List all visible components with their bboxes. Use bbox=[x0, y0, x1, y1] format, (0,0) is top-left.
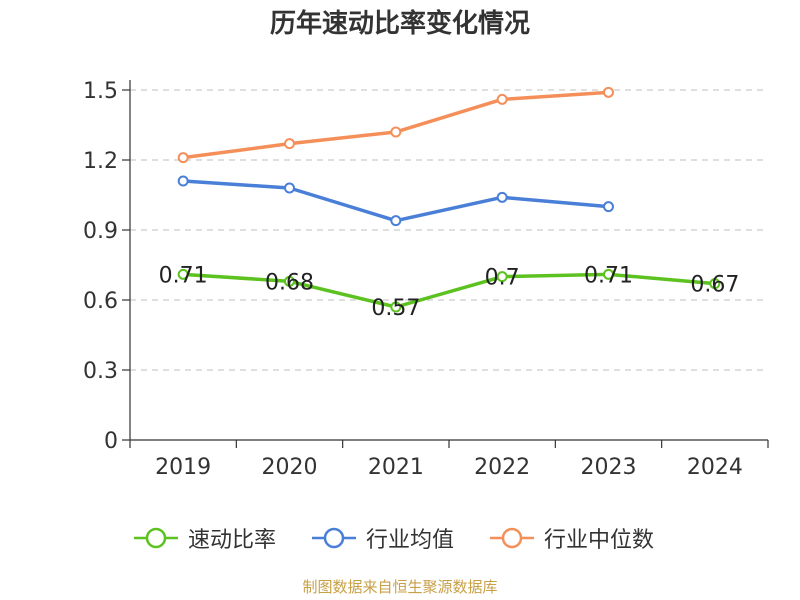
series-point-0 bbox=[603, 268, 614, 280]
legend-label-industry-median: 行业中位数 bbox=[544, 528, 655, 553]
data-label: 0.57 bbox=[371, 296, 420, 321]
x-tick-label: 2023 bbox=[581, 455, 637, 480]
y-tick-label: 1.5 bbox=[83, 79, 118, 104]
data-source-note: 制图数据来自恒生聚源数据库 bbox=[302, 578, 498, 596]
data-label: 0.71 bbox=[159, 263, 208, 288]
series-point-0 bbox=[177, 268, 189, 280]
series-point-0 bbox=[496, 271, 508, 283]
x-tick-label: 2024 bbox=[687, 455, 743, 480]
y-tick-label: 0 bbox=[104, 429, 118, 454]
series-point-2 bbox=[496, 93, 508, 105]
series-point-2 bbox=[284, 138, 295, 150]
x-tick-label: 2021 bbox=[368, 455, 424, 480]
y-tick-label: 0.6 bbox=[83, 289, 118, 314]
series-line-0 bbox=[183, 272, 715, 309]
y-tick-label: 1.2 bbox=[83, 149, 118, 174]
series-point-0 bbox=[390, 301, 402, 313]
legend-item-industry-median[interactable]: 行业中位数 bbox=[490, 518, 654, 558]
y-tick-label: 0.3 bbox=[83, 359, 118, 384]
legend-marker-industry-median bbox=[490, 527, 534, 549]
legend-item-industry-mean[interactable]: 行业均值 bbox=[312, 518, 454, 558]
chart-title: 历年速动比率变化情况 bbox=[269, 9, 530, 39]
legend-marker-quick-ratio bbox=[134, 527, 178, 549]
legend: 速动比率 行业均值 行业中位数 bbox=[0, 518, 800, 558]
legend-marker-industry-mean bbox=[312, 527, 356, 549]
series-point-1 bbox=[284, 182, 295, 194]
series-line-2 bbox=[182, 90, 609, 160]
data-label: 0.7 bbox=[485, 266, 520, 291]
data-label: 0.67 bbox=[690, 273, 739, 298]
y-tick-label: 0.9 bbox=[83, 219, 118, 244]
series-point-2 bbox=[603, 86, 614, 98]
series-point-1 bbox=[177, 175, 189, 187]
data-label: 0.68 bbox=[265, 270, 314, 295]
x-tick-label: 2022 bbox=[474, 455, 530, 480]
series-point-2 bbox=[177, 152, 189, 164]
series-point-0 bbox=[284, 275, 295, 287]
data-label: 0.71 bbox=[584, 263, 633, 288]
series-point-1 bbox=[603, 201, 614, 213]
legend-label-industry-mean: 行业均值 bbox=[366, 528, 455, 553]
series-point-1 bbox=[496, 191, 508, 203]
series-point-0 bbox=[709, 278, 721, 290]
x-tick-label: 2019 bbox=[155, 455, 211, 480]
x-tick-label: 2020 bbox=[262, 455, 318, 480]
series-line-1 bbox=[183, 179, 609, 223]
series-point-1 bbox=[390, 215, 402, 227]
series-point-2 bbox=[390, 126, 402, 138]
legend-item-quick-ratio[interactable]: 速动比率 bbox=[134, 518, 276, 558]
legend-label-quick-ratio: 速动比率 bbox=[188, 528, 277, 553]
